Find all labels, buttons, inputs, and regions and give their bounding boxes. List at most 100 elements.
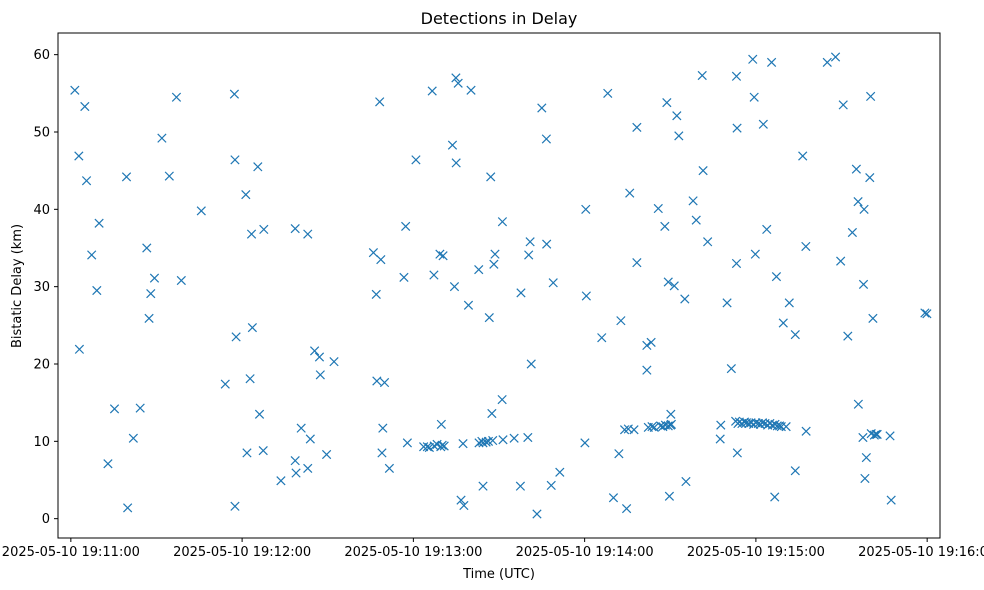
data-point	[680, 294, 690, 304]
data-point	[541, 134, 552, 144]
data-point	[149, 273, 160, 283]
data-point	[377, 448, 387, 458]
data-point	[838, 100, 848, 110]
data-point	[474, 265, 484, 275]
data-point	[853, 196, 863, 207]
data-point	[619, 425, 630, 435]
data-point	[726, 364, 736, 374]
x-tick-label: 2025-05-10 19:11:00	[2, 545, 140, 560]
data-point	[164, 171, 174, 181]
data-point	[790, 466, 800, 476]
data-point	[456, 495, 466, 505]
data-point	[858, 432, 868, 443]
data-point	[94, 218, 104, 228]
data-point	[478, 438, 488, 448]
data-point	[681, 476, 691, 487]
data-point	[229, 89, 240, 99]
data-point	[411, 155, 421, 165]
data-point	[459, 500, 469, 511]
data-point	[524, 250, 534, 260]
data-point	[697, 70, 707, 81]
y-tick-label: 20	[33, 357, 50, 372]
data-point	[632, 258, 642, 268]
data-point	[488, 435, 498, 446]
data-point	[329, 357, 339, 367]
data-point	[757, 418, 768, 428]
data-point	[922, 309, 932, 319]
data-point	[526, 359, 536, 369]
data-point	[291, 468, 301, 478]
data-point	[427, 86, 437, 96]
data-point	[436, 419, 446, 429]
data-point	[731, 258, 742, 269]
axes-frame	[57, 32, 941, 539]
data-point	[581, 291, 591, 301]
data-point	[688, 196, 698, 206]
data-point	[242, 448, 252, 458]
data-point	[241, 190, 251, 200]
data-point	[402, 438, 412, 448]
data-point	[871, 429, 881, 439]
data-point	[790, 329, 800, 340]
data-point	[722, 298, 732, 308]
data-point	[865, 172, 875, 183]
data-point	[135, 403, 145, 413]
data-point	[435, 249, 445, 259]
data-point	[858, 279, 869, 289]
data-point	[429, 270, 439, 280]
data-point	[109, 404, 120, 414]
data-point	[142, 243, 152, 253]
data-point	[691, 215, 701, 225]
data-point	[258, 445, 268, 456]
data-point	[749, 92, 759, 102]
data-point	[230, 155, 240, 165]
data-point	[830, 52, 841, 62]
data-point	[861, 452, 871, 463]
data-point	[296, 423, 306, 433]
data-point	[523, 432, 533, 443]
data-point	[642, 365, 652, 375]
data-point	[486, 172, 496, 182]
y-tick-label: 60	[33, 48, 50, 63]
y-axis-label: Bistatic Delay (km)	[10, 224, 25, 348]
data-point	[515, 481, 526, 491]
x-axis-label: Time (UTC)	[462, 567, 535, 582]
data-point	[453, 78, 463, 88]
data-point	[762, 224, 772, 235]
data-point	[614, 449, 624, 459]
data-point	[490, 249, 500, 259]
data-point	[625, 188, 635, 198]
data-point	[484, 312, 494, 323]
data-point	[616, 316, 626, 326]
data-point	[498, 435, 508, 445]
data-point	[843, 331, 853, 341]
data-point	[778, 318, 788, 328]
data-point	[290, 224, 300, 234]
data-point	[801, 241, 811, 252]
data-point	[70, 85, 80, 95]
data-point	[451, 73, 461, 83]
data-point	[732, 123, 742, 133]
data-point	[230, 501, 240, 511]
data-point	[303, 229, 313, 239]
y-axis-ticks: 0 10 20 30 40 50 60	[33, 48, 58, 527]
data-point	[555, 467, 565, 477]
data-point	[672, 111, 682, 121]
data-point	[885, 431, 895, 441]
data-point	[715, 434, 725, 444]
data-point	[489, 259, 499, 269]
data-point	[703, 237, 713, 247]
y-tick-label: 10	[33, 435, 50, 450]
data-point	[581, 204, 591, 214]
data-point	[716, 420, 726, 430]
data-point	[384, 463, 395, 474]
data-point	[176, 275, 186, 286]
y-tick-label: 0	[42, 512, 50, 527]
data-point	[315, 370, 325, 380]
y-tick-label: 30	[33, 280, 50, 295]
x-tick-label: 2025-05-10 19:15:00	[687, 545, 825, 560]
data-point	[784, 298, 794, 308]
data-point	[246, 229, 257, 239]
data-point	[698, 166, 708, 176]
data-point	[466, 85, 476, 95]
